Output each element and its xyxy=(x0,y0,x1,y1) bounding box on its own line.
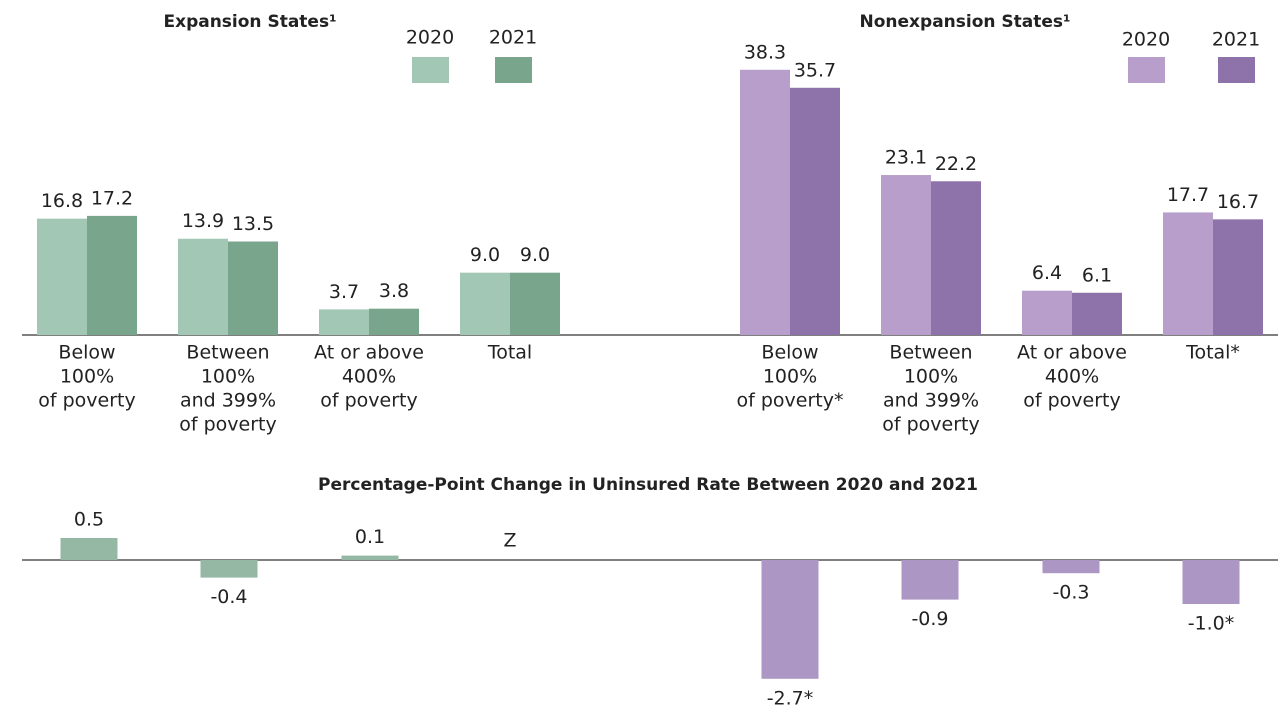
x-tick-label: 400% xyxy=(1045,366,1099,388)
x-tick-label: of poverty xyxy=(1023,390,1120,412)
value-label: 38.3 xyxy=(744,41,786,63)
value-label: Z xyxy=(503,530,516,552)
value-label: 0.1 xyxy=(355,526,385,548)
value-label: 22.2 xyxy=(935,153,977,175)
value-label: 16.7 xyxy=(1217,191,1259,213)
bar xyxy=(200,560,258,578)
bar xyxy=(740,69,790,336)
chart-title: Expansion States¹ xyxy=(163,12,336,32)
value-label: -1.0* xyxy=(1188,613,1235,635)
value-label: -0.3 xyxy=(1052,582,1089,604)
bar xyxy=(510,272,560,335)
legend-label: 2021 xyxy=(489,27,537,49)
value-label: 0.5 xyxy=(74,509,104,531)
bar xyxy=(178,238,228,335)
x-tick-label: Between xyxy=(889,342,972,364)
legend-label: 2020 xyxy=(1122,29,1170,51)
x-tick-label: of poverty xyxy=(179,414,276,436)
bar xyxy=(761,560,819,679)
legend-swatch xyxy=(412,57,449,83)
x-tick-label: of poverty xyxy=(320,390,417,412)
bar xyxy=(931,181,981,335)
value-label: 23.1 xyxy=(885,147,927,169)
bar xyxy=(1163,212,1213,335)
bar xyxy=(881,175,931,335)
value-label: 17.7 xyxy=(1167,184,1209,206)
bar xyxy=(228,241,278,335)
x-tick-label: 400% xyxy=(342,366,396,388)
x-tick-label: of poverty* xyxy=(737,390,844,412)
bar xyxy=(319,309,369,335)
legend-swatch xyxy=(1218,57,1255,83)
value-label: 9.0 xyxy=(470,244,500,266)
value-label: 3.8 xyxy=(379,280,409,302)
value-label: -0.4 xyxy=(210,586,247,608)
x-tick-label: Total* xyxy=(1185,342,1240,364)
legend-label: 2021 xyxy=(1212,29,1260,51)
value-label: 13.5 xyxy=(232,213,274,235)
x-tick-label: and 399% xyxy=(180,390,276,412)
value-label: 9.0 xyxy=(520,244,550,266)
x-tick-label: 100% xyxy=(763,366,817,388)
bar xyxy=(87,215,137,335)
value-label: 13.9 xyxy=(182,210,224,232)
legend-swatch xyxy=(1128,57,1165,83)
legend-swatch xyxy=(495,57,532,83)
x-tick-label: Total xyxy=(487,342,532,364)
bar xyxy=(1022,290,1072,335)
x-tick-label: 100% xyxy=(60,366,114,388)
x-tick-label: of poverty xyxy=(882,414,979,436)
x-tick-label: At or above xyxy=(314,342,424,364)
bar xyxy=(1042,560,1100,574)
bar xyxy=(341,555,399,560)
bar xyxy=(37,218,87,335)
value-label: 35.7 xyxy=(794,59,836,81)
value-label: 16.8 xyxy=(41,190,83,212)
bar xyxy=(901,560,959,600)
x-tick-label: Below xyxy=(761,342,818,364)
x-tick-label: 100% xyxy=(201,366,255,388)
x-tick-label: of poverty xyxy=(38,390,135,412)
legend-label: 2020 xyxy=(406,27,454,49)
chart-title: Nonexpansion States¹ xyxy=(860,12,1071,32)
value-label: -0.9 xyxy=(911,608,948,630)
bar xyxy=(790,87,840,335)
bar xyxy=(1182,560,1240,604)
value-label: -2.7* xyxy=(767,687,814,706)
bar xyxy=(60,538,118,560)
value-label: 6.4 xyxy=(1032,262,1062,284)
value-label: 6.1 xyxy=(1082,264,1112,286)
bar xyxy=(1072,292,1122,335)
value-label: 3.7 xyxy=(329,281,359,303)
x-tick-label: and 399% xyxy=(883,390,979,412)
value-label: 17.2 xyxy=(91,187,133,209)
bar xyxy=(369,308,419,335)
x-tick-label: At or above xyxy=(1017,342,1127,364)
bar xyxy=(1213,219,1263,335)
chart-title: Percentage-Point Change in Uninsured Rat… xyxy=(318,475,978,495)
x-tick-label: 100% xyxy=(904,366,958,388)
bar xyxy=(460,272,510,335)
x-tick-label: Between xyxy=(186,342,269,364)
x-tick-label: Below xyxy=(58,342,115,364)
